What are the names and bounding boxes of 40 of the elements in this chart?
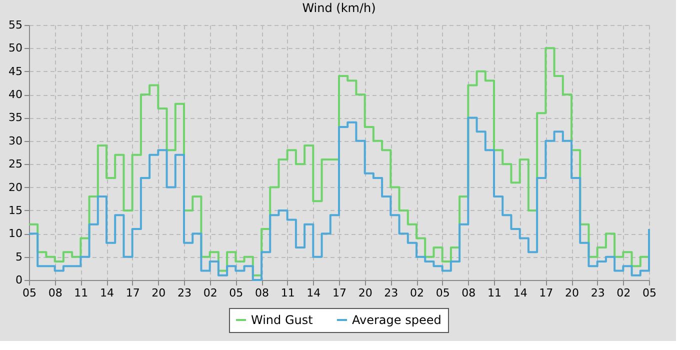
x-tick-label: 08 — [462, 286, 476, 300]
x-tick-label: 23 — [384, 286, 398, 300]
legend-label: Average speed — [352, 313, 442, 327]
y-tick-label: 55 — [8, 18, 22, 32]
x-tick-label: 05 — [229, 286, 244, 300]
x-tick-label: 20 — [565, 286, 579, 300]
x-tick-label: 14 — [100, 286, 114, 300]
x-tick-label: 08 — [48, 286, 62, 300]
y-tick-label: 25 — [8, 158, 22, 171]
y-tick-label: 45 — [8, 64, 22, 78]
x-tick-label: 05 — [22, 286, 36, 300]
x-tick-label: 02 — [616, 286, 631, 300]
chart-title: Wind (km/h) — [302, 1, 376, 15]
x-tick-label: 17 — [126, 286, 140, 300]
x-tick-label: 02 — [203, 286, 218, 300]
x-tick-label: 11 — [280, 286, 295, 300]
y-tick-label: 40 — [8, 88, 22, 102]
y-tick-label: 35 — [8, 111, 22, 124]
y-tick-label: 5 — [16, 250, 22, 264]
x-tick-label: 17 — [539, 286, 554, 300]
x-tick-label: 11 — [488, 286, 502, 300]
x-tick-label: 05 — [642, 286, 656, 300]
x-tick-label: 17 — [332, 286, 346, 300]
x-tick-label: 08 — [255, 286, 269, 300]
x-tick-label: 11 — [74, 286, 88, 300]
y-tick-label: 10 — [8, 227, 22, 240]
y-tick-label: 0 — [16, 274, 22, 286]
y-tick-label: 15 — [8, 204, 22, 217]
y-tick-label: 50 — [8, 42, 22, 55]
x-tick-label: 02 — [410, 286, 424, 300]
x-tick-label: 20 — [358, 286, 372, 300]
legend-label: Wind Gust — [251, 313, 314, 327]
x-tick-label: 23 — [178, 286, 192, 300]
y-tick-label: 30 — [8, 134, 22, 148]
y-tick-label: 20 — [8, 180, 22, 194]
x-tick-label: 14 — [306, 286, 321, 300]
x-tick-label: 14 — [513, 286, 528, 300]
x-tick-label: 05 — [436, 286, 450, 300]
x-tick-label: 23 — [590, 286, 605, 300]
x-tick-label: 20 — [152, 286, 166, 300]
